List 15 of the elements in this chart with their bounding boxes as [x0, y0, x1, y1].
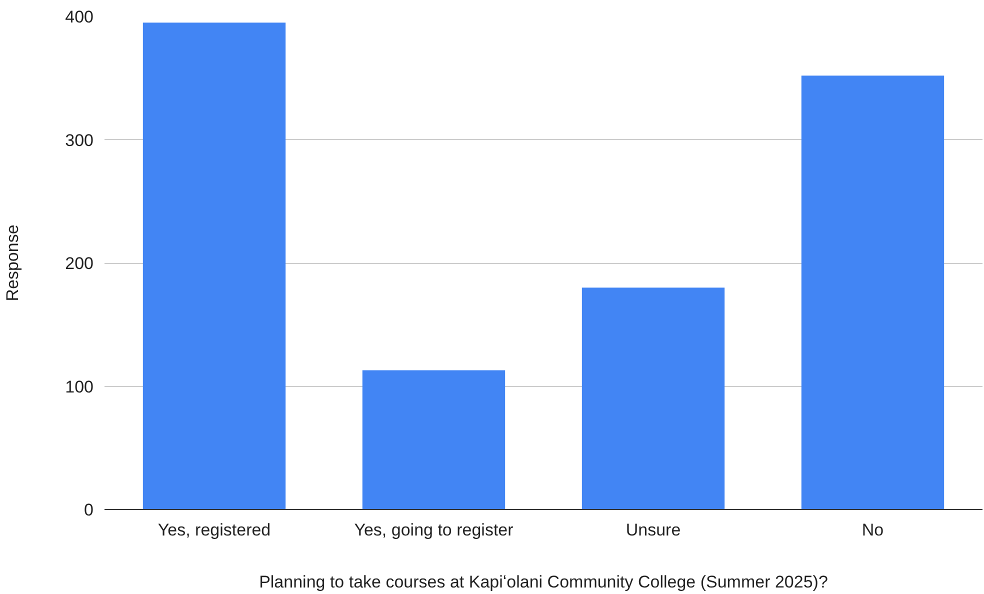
- x-tick-label: Yes, going to register: [354, 520, 514, 540]
- x-tick-label: Yes, registered: [158, 520, 271, 540]
- x-tick-label: Unsure: [626, 520, 681, 540]
- y-tick-label: 200: [65, 254, 94, 273]
- y-tick-label: 0: [84, 500, 94, 520]
- bar: [142, 22, 286, 510]
- y-tick-label: 400: [65, 8, 94, 26]
- x-axis-title: Planning to take courses at Kapiʻolani Community College (Summer 2025)?: [259, 572, 828, 592]
- x-tick-label: No: [862, 520, 884, 540]
- y-tick-label: 100: [65, 377, 94, 396]
- bar: [582, 288, 725, 510]
- y-tick-label: 300: [65, 130, 94, 150]
- y-axis-title: Response: [3, 224, 22, 302]
- bar: [362, 370, 506, 510]
- bar: [801, 76, 944, 510]
